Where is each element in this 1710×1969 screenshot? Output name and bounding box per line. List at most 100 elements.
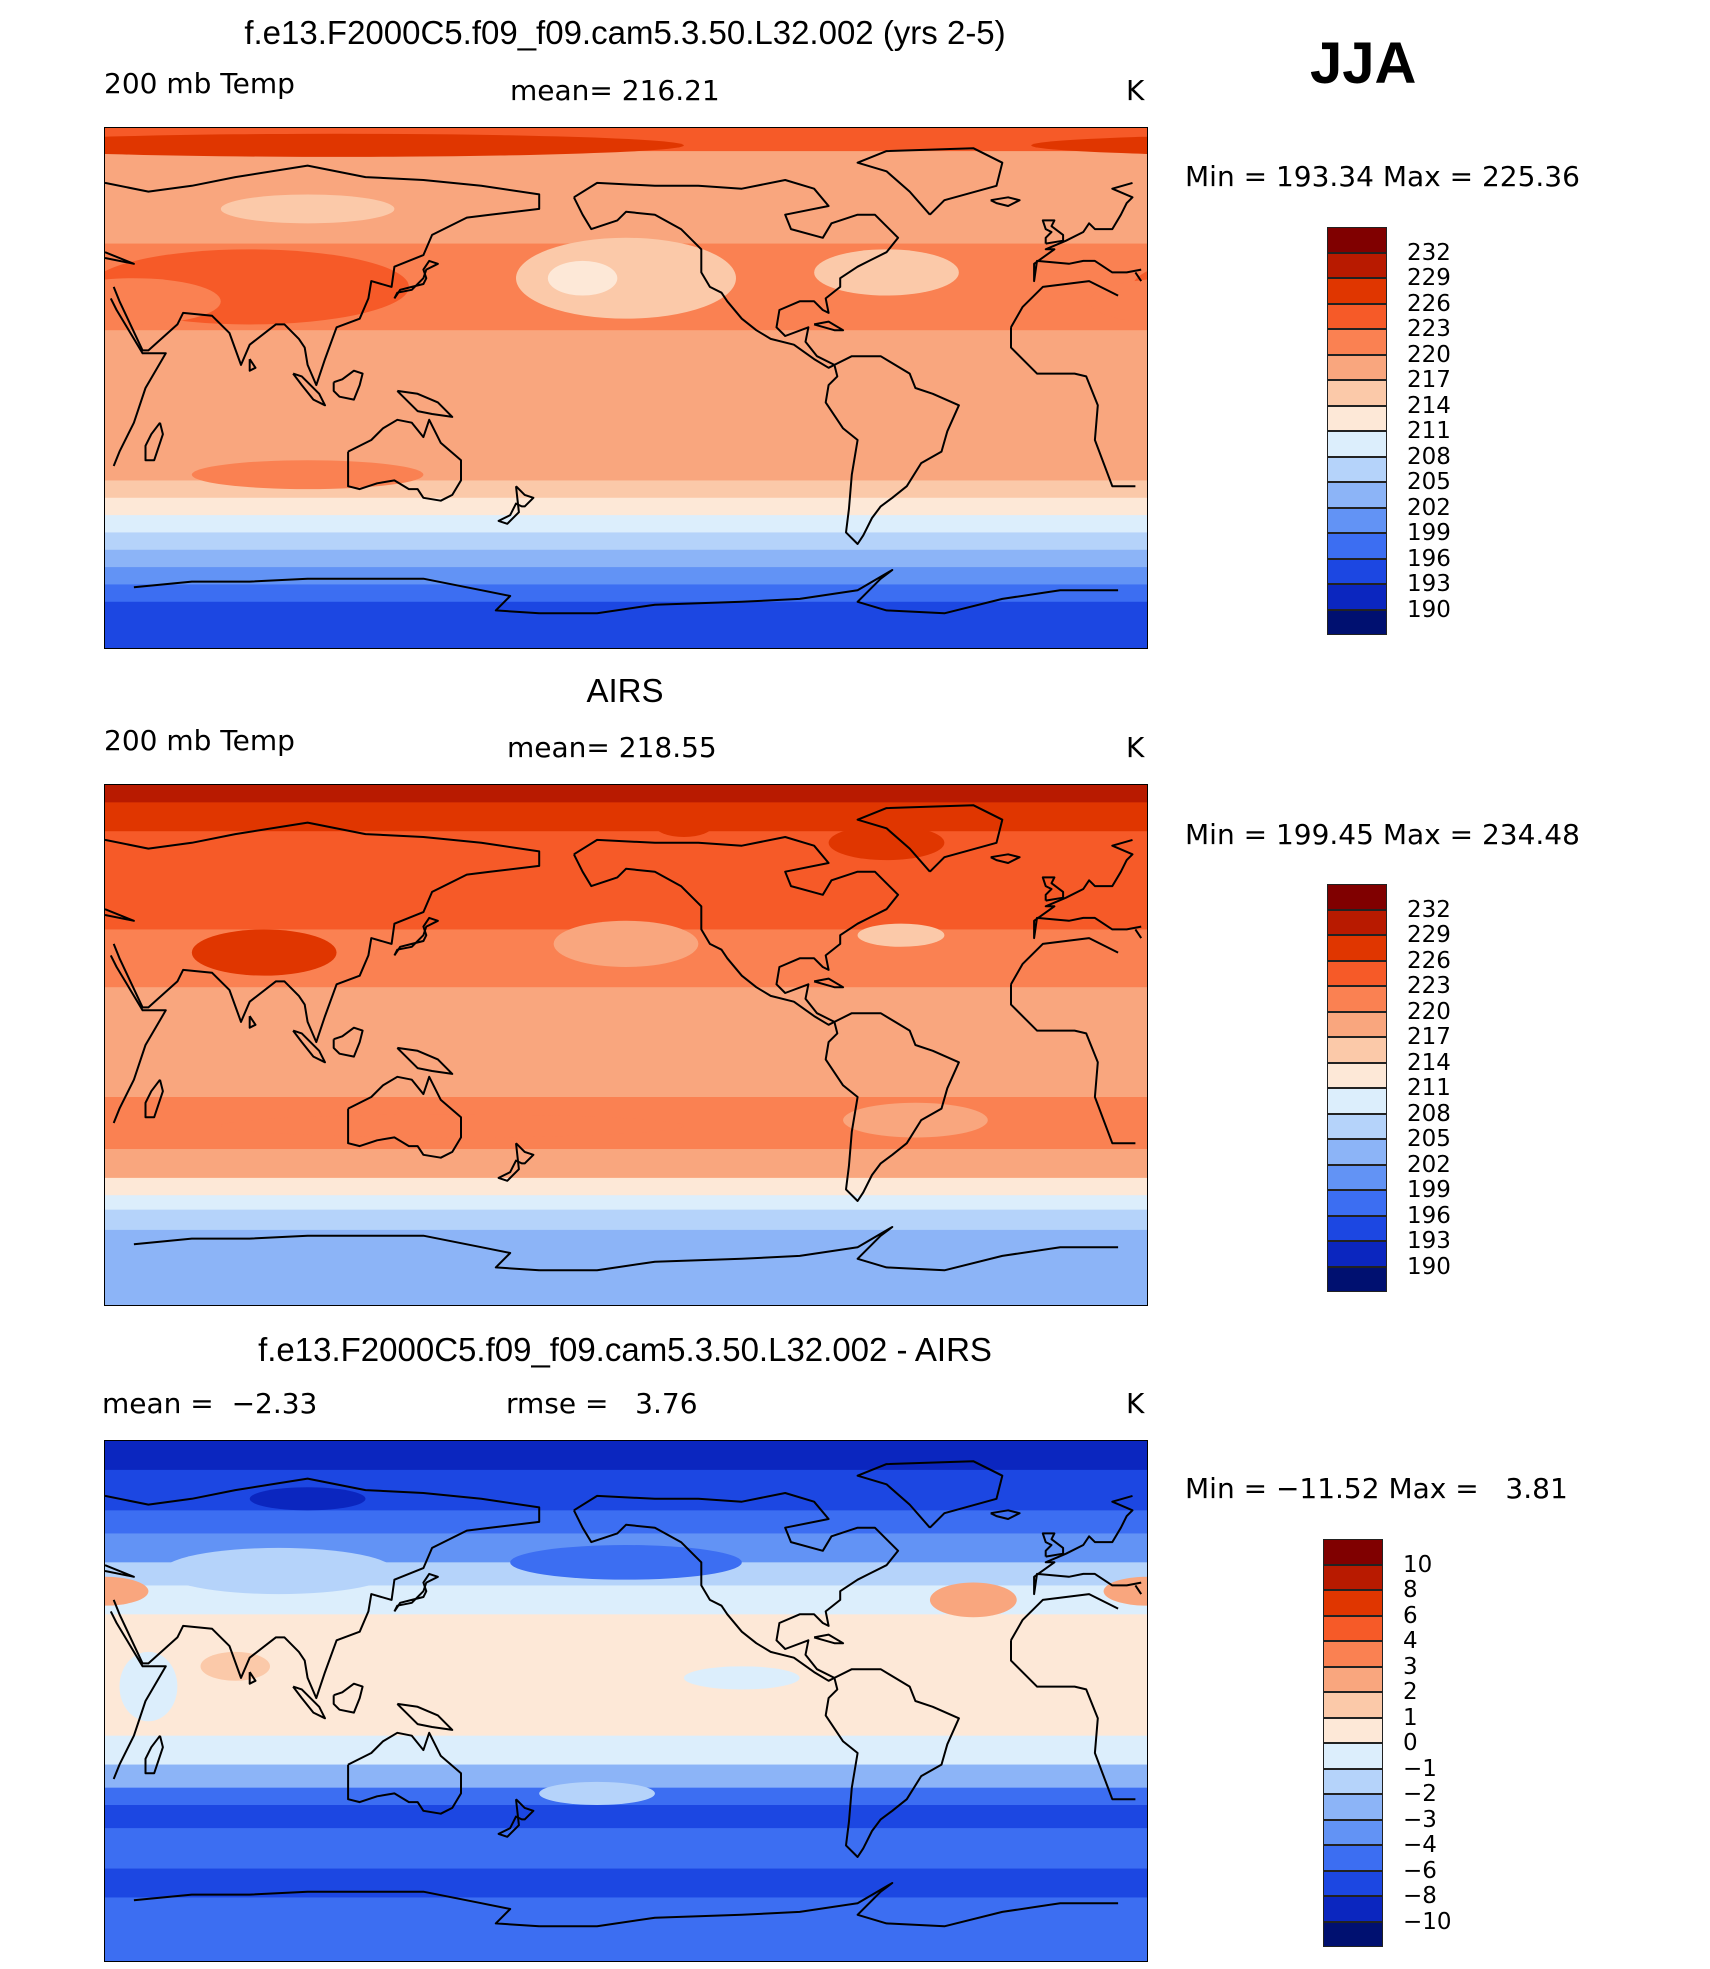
- colorbar-swatch: [1323, 1819, 1383, 1845]
- contour-band: [105, 151, 1147, 187]
- contour-patch: [1031, 136, 1147, 154]
- colorbar-swatch: [1327, 227, 1387, 253]
- minmax-obs: Min = 199.45 Max = 234.48: [1185, 818, 1580, 851]
- coastline: [105, 821, 1143, 1044]
- coastline: [393, 916, 439, 956]
- colorbar-swatch: [1327, 1062, 1387, 1088]
- colorbar-tick-label: 202: [1407, 1151, 1451, 1178]
- coastline: [393, 1572, 439, 1612]
- colorbar-tick-label: 199: [1407, 1177, 1451, 1203]
- rmse-label-diff: rmse = 3.76: [506, 1387, 698, 1420]
- colorbar-tick-label: 6: [1403, 1602, 1418, 1629]
- contour-patch: [654, 813, 713, 837]
- colorbar-tick-label: 226: [1407, 290, 1451, 317]
- contour-band: [105, 1195, 1147, 1211]
- coastline: [1041, 876, 1065, 902]
- colorbar-tick-label: 202: [1407, 494, 1451, 521]
- colorbar-tick-label: −1: [1403, 1755, 1437, 1782]
- coastline: [144, 1079, 164, 1119]
- contour-patch: [249, 1487, 366, 1511]
- colorbar-swatch: [1327, 1088, 1387, 1114]
- contour-patch: [200, 1651, 270, 1681]
- coastline: [1041, 1532, 1065, 1558]
- coastline: [573, 1492, 900, 1682]
- minmax-diff: Min = −11.52 Max = 3.81: [1185, 1472, 1568, 1505]
- map-diff: [104, 1440, 1148, 1962]
- coastline: [497, 1142, 535, 1182]
- coastline: [573, 836, 900, 1026]
- colorbar-swatch: [1327, 909, 1387, 935]
- colorbar-swatch: [1323, 1615, 1383, 1641]
- contour-patch: [105, 1576, 149, 1606]
- colorbar-tick-label: 10: [1403, 1551, 1433, 1578]
- contour-band: [105, 532, 1147, 551]
- contour-patch: [553, 920, 699, 967]
- contour-patch: [828, 825, 945, 861]
- colorbar-tick-label: 208: [1407, 1100, 1451, 1127]
- colorbar-swatch: [1327, 303, 1387, 329]
- colorbar-tick-label: 223: [1407, 316, 1451, 342]
- colorbar-tick-label: 190: [1407, 596, 1451, 623]
- colorbar-tick-label: −8: [1403, 1883, 1437, 1909]
- colorbar-tick-label: 232: [1407, 896, 1451, 923]
- panel-title-obs: AIRS: [586, 672, 664, 709]
- colorbar-tick-label: −3: [1403, 1806, 1437, 1833]
- contour-patch: [1089, 279, 1147, 324]
- coastline: [396, 389, 454, 418]
- colorbar-tick-label: 226: [1407, 947, 1451, 974]
- coastline: [347, 1731, 462, 1815]
- contour-band: [105, 1805, 1147, 1829]
- colorbar-swatch: [1327, 609, 1387, 635]
- colorbar-tick-label: −6: [1403, 1857, 1437, 1884]
- colorbar-swatch: [1327, 1266, 1387, 1292]
- unit-label-model: K: [1126, 74, 1145, 107]
- colorbar-swatch: [1327, 380, 1387, 406]
- coastline: [332, 369, 364, 401]
- contour-band: [105, 1149, 1147, 1179]
- colorbar-tick-label: 214: [1407, 392, 1451, 419]
- contour-band: [105, 831, 1147, 873]
- colorbar-tick-label: 8: [1403, 1577, 1418, 1603]
- left-label-model: 200 mb Temp: [104, 67, 295, 100]
- colorbar-swatch: [1327, 1241, 1387, 1267]
- contour-patch: [516, 237, 736, 319]
- colorbar-swatch: [1327, 1037, 1387, 1063]
- colorbar-tick-label: −4: [1403, 1832, 1437, 1858]
- colorbar-swatch: [1327, 1011, 1387, 1037]
- colorbar-tick-label: 196: [1407, 1202, 1451, 1229]
- coastline: [347, 418, 462, 502]
- colorbar-tick-label: −2: [1403, 1781, 1437, 1807]
- colorbar-swatch: [1323, 1896, 1383, 1922]
- colorbar-tick-label: 217: [1407, 1024, 1451, 1050]
- contour-patch: [547, 260, 618, 296]
- colorbar-swatch: [1327, 1113, 1387, 1139]
- coastline: [144, 422, 164, 462]
- coastline: [105, 164, 1143, 387]
- coastline: [813, 977, 845, 989]
- coastline: [292, 1685, 326, 1720]
- coastline: [292, 372, 326, 407]
- map-model: [104, 127, 1148, 649]
- contour-patch: [814, 249, 959, 296]
- colorbar-swatch: [1327, 329, 1387, 355]
- contour-band: [105, 1441, 1147, 1471]
- colorbar-swatch: [1327, 986, 1387, 1012]
- colorbar-swatch: [1323, 1717, 1383, 1743]
- colorbar-tick-label: 0: [1403, 1730, 1418, 1756]
- contour-band: [105, 1828, 1147, 1870]
- colorbar-tick-label: 1: [1403, 1704, 1418, 1731]
- contour-band: [105, 515, 1147, 534]
- colorbar-tick-label: 220: [1407, 998, 1451, 1025]
- colorbar-tick-label: 232: [1407, 239, 1451, 266]
- contour-band: [105, 1735, 1147, 1766]
- contour-band: [105, 584, 1147, 603]
- contour-band: [105, 1614, 1147, 1737]
- coastline: [824, 1668, 960, 1858]
- colorbar-swatch: [1327, 584, 1387, 610]
- panel-title-model: f.e13.F2000C5.f09_f09.cam5.3.50.L32.002 …: [244, 14, 1006, 51]
- contour-band: [105, 1229, 1147, 1305]
- panel-title-diff: f.e13.F2000C5.f09_f09.cam5.3.50.L32.002 …: [258, 1331, 992, 1368]
- contour-patch: [162, 1547, 395, 1595]
- colorbar-swatch: [1327, 533, 1387, 559]
- coastline: [824, 1012, 960, 1202]
